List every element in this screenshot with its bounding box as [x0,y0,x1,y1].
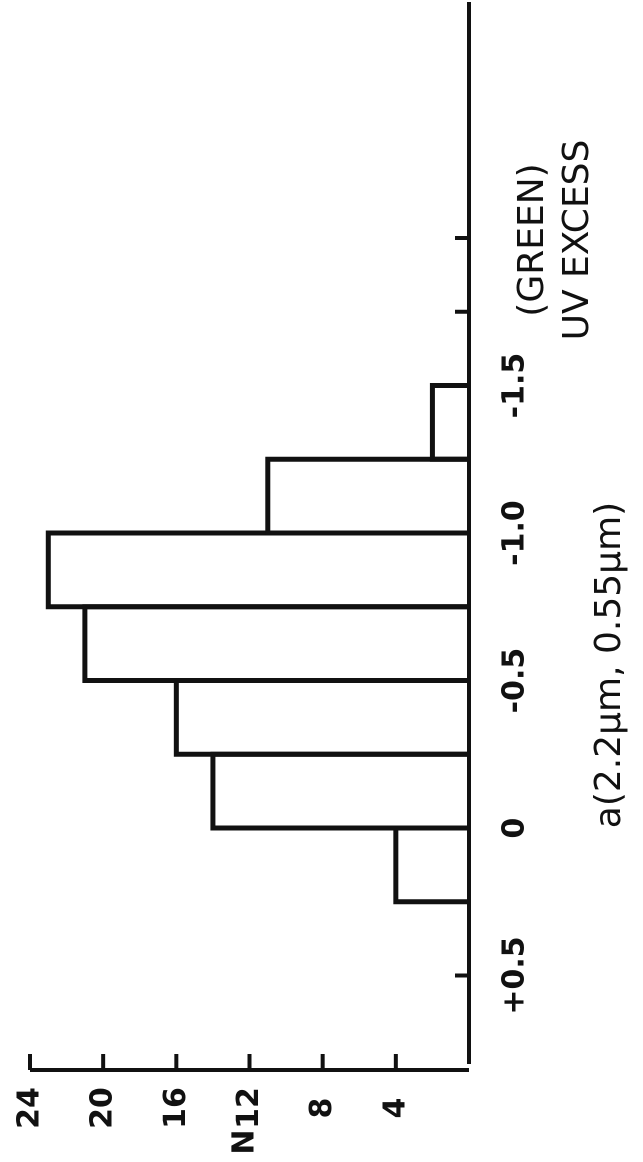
x-tick-label: -0.5 [497,648,532,714]
y-tick-label: 24 [12,1087,47,1129]
x-tick-label: +0.5 [497,936,532,1014]
bar [82,604,469,683]
y-tick-label: 20 [85,1087,120,1129]
y-tick-label: 16 [158,1087,193,1129]
x-tick-label: 0 [497,818,532,839]
bar [265,456,469,536]
bar [429,383,469,462]
y-axis-label: N [227,1129,262,1154]
bar [45,530,469,610]
chart-subtitle: (GREEN) [511,163,552,316]
y-tick-label: 8 [304,1098,339,1119]
y-tick-label: 12 [231,1087,266,1129]
chart-title: UV EXCESS [556,140,597,341]
bar [210,751,469,831]
x-axis-label: a(2.2μm, 0.55μm) [588,502,629,828]
bar [173,678,469,757]
y-tick-label: 4 [377,1098,412,1119]
x-tick-label: -1.0 [497,500,532,566]
x-tick-label: -1.5 [497,353,532,419]
bar [393,825,469,905]
